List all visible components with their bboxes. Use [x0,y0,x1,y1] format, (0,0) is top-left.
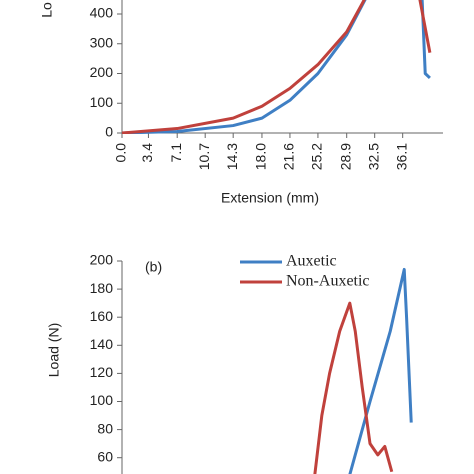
annotation: (b) [145,259,162,275]
y-tick-label: 400 [90,5,114,21]
y-tick-label: 100 [90,94,114,110]
y-tick-label: 140 [90,336,114,352]
x-tick-label: 0.0 [113,143,129,163]
series-line [313,301,394,474]
y-tick-label: 120 [90,364,114,380]
x-tick-label: 25.2 [309,143,325,170]
plot-area [122,0,432,134]
plot-area [313,267,413,474]
y-tick-label: 200 [90,64,114,80]
series-line [122,0,431,134]
y-tick-label: 160 [90,308,114,324]
x-tick-label: 36.1 [393,143,409,170]
x-tick-label: 10.7 [196,143,212,170]
legend-label: Auxetic [286,253,337,270]
x-tick-label: 14.3 [224,143,240,170]
x-tick-label: 18.0 [253,143,269,170]
series-line [122,0,432,134]
x-tick-label: 28.9 [337,143,353,170]
x-tick-label: 21.6 [281,143,297,170]
y-tick-label: 80 [97,420,113,436]
x-tick-label: 32.5 [365,143,381,170]
y-tick-label: 0 [105,124,113,140]
y-tick-label: 100 [90,392,114,408]
y-tick-label: 200 [90,252,114,268]
y-tick-label: 60 [97,448,113,464]
x-tick-label: 3.4 [139,143,155,163]
x-axis-label: Extension (mm) [221,190,319,206]
y-tick-label: 300 [90,34,114,50]
y-axis-label: Lo [39,2,55,18]
x-tick-label: 7.1 [168,143,184,163]
y-axis-label: Load (N) [46,323,62,377]
legend-label: Non-Auxetic [286,273,370,290]
y-tick-label: 180 [90,280,114,296]
